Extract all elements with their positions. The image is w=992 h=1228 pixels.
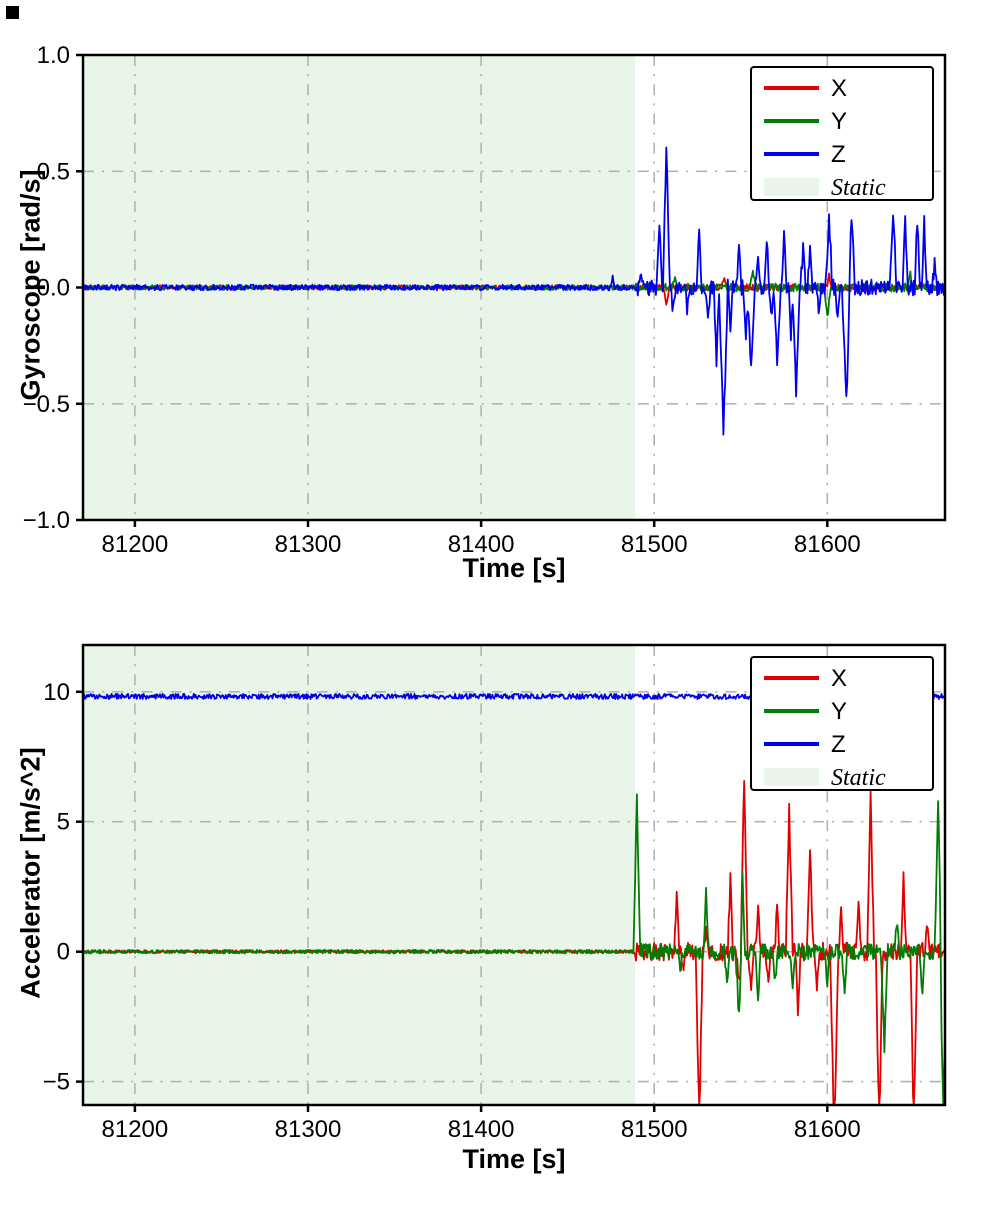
y-tick-label: 1.0: [37, 42, 70, 69]
legend-entry-label: Static: [831, 765, 886, 791]
legend-entry-label: X: [831, 75, 847, 102]
y-tick-label: 0.5: [37, 158, 70, 185]
x-tick-label: 81400: [448, 531, 515, 558]
series-Y: [82, 793, 946, 1106]
y-tick-label: 10: [43, 679, 70, 706]
axes-frame: [81, 643, 947, 1107]
x-tick-label: 81300: [275, 1116, 342, 1143]
y-tick-label: 0: [57, 939, 70, 966]
legend: XYZ Static: [750, 66, 934, 201]
y-tick-label: 5: [57, 809, 70, 836]
x-tick-label: 81200: [102, 531, 169, 558]
accelerator-chart: 81200 81300 81400 81500 81600 −5 0 5 10 XYZ Static: [43, 643, 947, 1143]
x-tick-label: 81500: [621, 1116, 688, 1143]
legend: XYZ Static: [750, 656, 934, 791]
legend-entry-label: X: [831, 665, 847, 692]
x-tick-label: 81600: [794, 1116, 861, 1143]
legend-box: [750, 66, 934, 201]
x-tick-label: 81600: [794, 531, 861, 558]
legend-patch-sample: [764, 768, 819, 786]
legend-box: [750, 656, 934, 791]
legend-patch-sample: [764, 178, 819, 196]
series-Z: [82, 146, 946, 436]
x-tick-label: 81200: [102, 1116, 169, 1143]
y-tick-label: 0.0: [37, 275, 70, 302]
x-tick-label: 81400: [448, 1116, 515, 1143]
gyroscope-chart: 81200 81300 81400 81500 81600 −1.0 −0.5 0.0 0.5 1…: [23, 42, 947, 558]
legend-entry-label: Z: [831, 141, 846, 168]
static-region: [83, 645, 636, 1105]
corner-artifact: [6, 6, 19, 19]
y-tick-label: −0.5: [23, 391, 70, 418]
y-tick-label: −1.0: [23, 507, 70, 534]
legend-entry-label: Static: [831, 175, 886, 201]
legend-entry-label: Y: [831, 698, 847, 725]
legend-entry-label: Y: [831, 108, 847, 135]
x-tick-label: 81500: [621, 531, 688, 558]
legend-entry-label: Z: [831, 731, 846, 758]
y-tick-label: −5: [43, 1069, 70, 1096]
x-tick-label: 81300: [275, 531, 342, 558]
